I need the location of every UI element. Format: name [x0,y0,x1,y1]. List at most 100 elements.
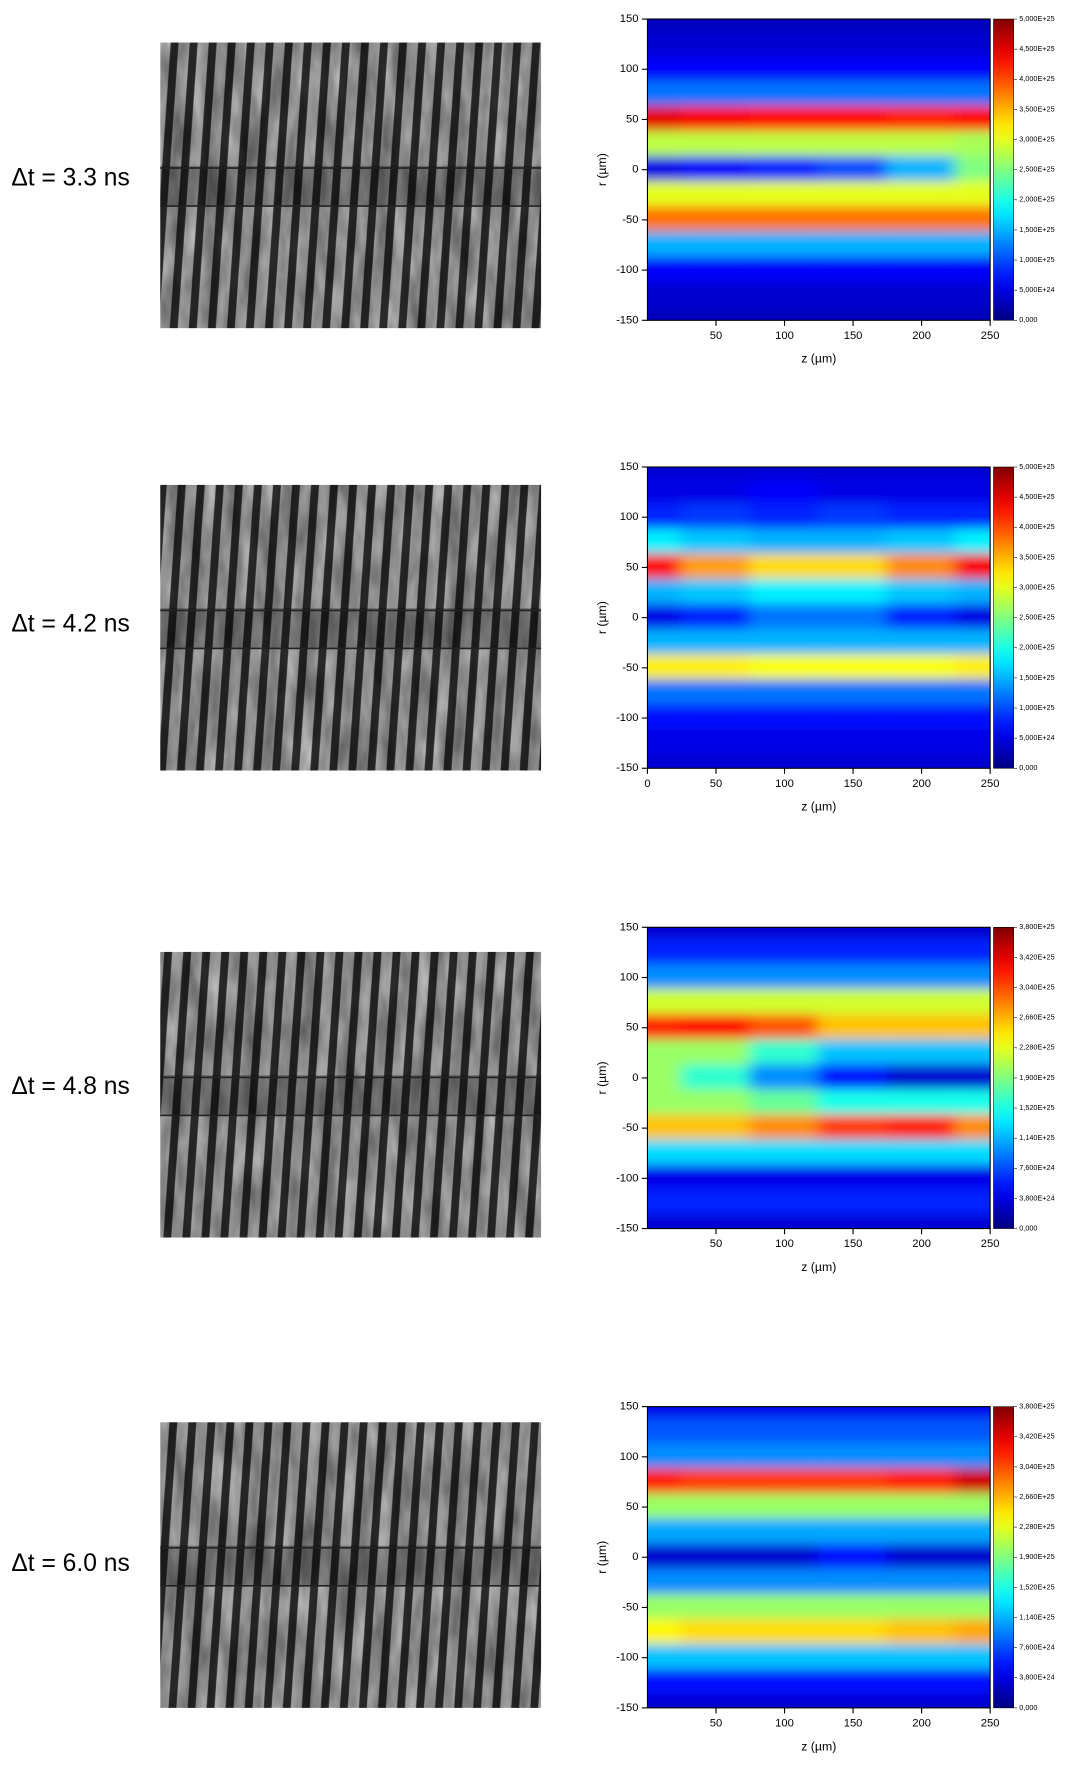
heatmap-cell [954,963,991,992]
heatmap-cell [680,55,752,83]
heatmap-cell [817,1694,889,1708]
time-label: Δt = 6.0 ns [11,1550,129,1577]
heatmap-cell [647,963,683,992]
heatmap-cell [647,629,683,657]
heatmap-cell [817,55,889,83]
heatmap-cell [680,503,752,531]
heatmap-cell [954,1089,991,1117]
heatmap-cell [954,105,991,134]
colorbar-tick-label: 1,140E+25 [1019,1612,1054,1621]
heatmap-cell [817,155,889,184]
heatmap-cell [817,1644,889,1672]
heatmap-cell [749,1694,820,1708]
heatmap-cell [817,181,889,209]
x-tick-label: 200 [912,778,931,790]
heatmap-cell [886,19,957,33]
heatmap-cell [749,1406,820,1421]
heatmap-cell [749,654,820,682]
heatmap-cell [817,553,889,582]
heatmap-area [647,19,991,321]
y-tick-label: 0 [632,1072,638,1084]
heatmap-cell [680,306,752,321]
x-tick-label: 100 [775,778,794,790]
heatmap-cell [749,19,820,33]
y-tick-label: -150 [616,314,638,326]
heatmap-cell [954,281,991,309]
colorbar-tick-label: 5,000E+25 [1019,462,1054,471]
heatmap-cell [749,729,820,757]
heatmap-cell [886,1406,957,1421]
heatmap-cell [680,654,752,682]
heatmap-cell [817,578,889,607]
heatmap-cell [817,478,889,506]
heatmap-cell [886,729,957,757]
heatmap-cell [749,306,820,321]
heatmap-cell [749,1644,820,1672]
y-tick-label: 100 [620,971,639,983]
heatmap-cell [817,231,889,259]
heatmap-cell [749,1618,820,1647]
heatmap-cell [749,528,820,556]
heatmap-cell [680,927,752,941]
colorbar-tick-label: 3,040E+25 [1019,1462,1054,1471]
x-axis-label: z (µm) [801,1260,836,1274]
heatmap-cell [749,1468,820,1496]
heatmap-cell [680,130,752,159]
heatmap-cell [749,1139,820,1167]
y-tick-label: 100 [620,511,639,523]
colorbar-tick-label: 3,500E+25 [1019,552,1054,561]
heatmap-cell [749,1164,820,1193]
heatmap-cell [647,1164,683,1193]
heatmap-cell [817,1618,889,1647]
heatmap-cell [954,679,991,707]
colorbar-tick-label: 3,800E+25 [1019,1402,1054,1411]
heatmap-cell [817,1089,889,1117]
heatmap-cell [647,603,683,632]
heatmap-cell [817,1543,889,1571]
heatmap-cell [647,1189,683,1218]
heatmap-cell [680,754,752,769]
heatmap-cells [647,19,991,321]
image-grain [160,1422,542,1708]
heatmap-cell [749,927,820,941]
heatmap-cell [680,729,752,757]
heatmap-cell [749,181,820,209]
heatmap-cell [886,1468,957,1496]
heatmap-cell [817,1139,889,1167]
y-tick-label: 150 [620,1401,639,1413]
heatmap-cell [954,729,991,757]
heatmap-cell [749,231,820,259]
colorbar-tick-label: 1,900E+25 [1019,1073,1054,1082]
heatmap-cell [680,704,752,732]
heatmap-cell [749,1189,820,1218]
heatmap-cell [954,1418,991,1446]
heatmap-cell [749,1518,820,1546]
colorbar-tick-label: 1,520E+25 [1019,1103,1054,1112]
image-grain [160,42,542,329]
heatmap-cell [680,1114,752,1142]
heatmap-cell [647,19,683,33]
heatmap-cell [680,19,752,33]
heatmap-cell [954,1543,991,1571]
heatmap-cell [647,1669,683,1697]
x-tick-label: 200 [912,1718,931,1730]
heatmap-cell [749,629,820,657]
heatmap-cell [647,1039,683,1067]
heatmap-cell [886,1443,957,1471]
heatmap-cell [749,704,820,732]
heatmap-cell [954,754,991,769]
x-tick-label: 150 [844,1718,863,1730]
heatmap-cell [647,1443,683,1471]
heatmap-cell [680,231,752,259]
y-tick-label: 0 [632,1551,638,1563]
heatmap-cell [817,503,889,531]
heatmap-cell [817,1189,889,1218]
heatmap-cell [886,1014,957,1042]
heatmap-cell [954,1114,991,1142]
heatmap-cell [817,1493,889,1521]
heatmap-cell [886,754,957,769]
heatmap-cell [749,1493,820,1521]
image-grain [160,951,542,1238]
heatmap-cell [680,1418,752,1446]
heatmap-cell [886,1214,957,1229]
